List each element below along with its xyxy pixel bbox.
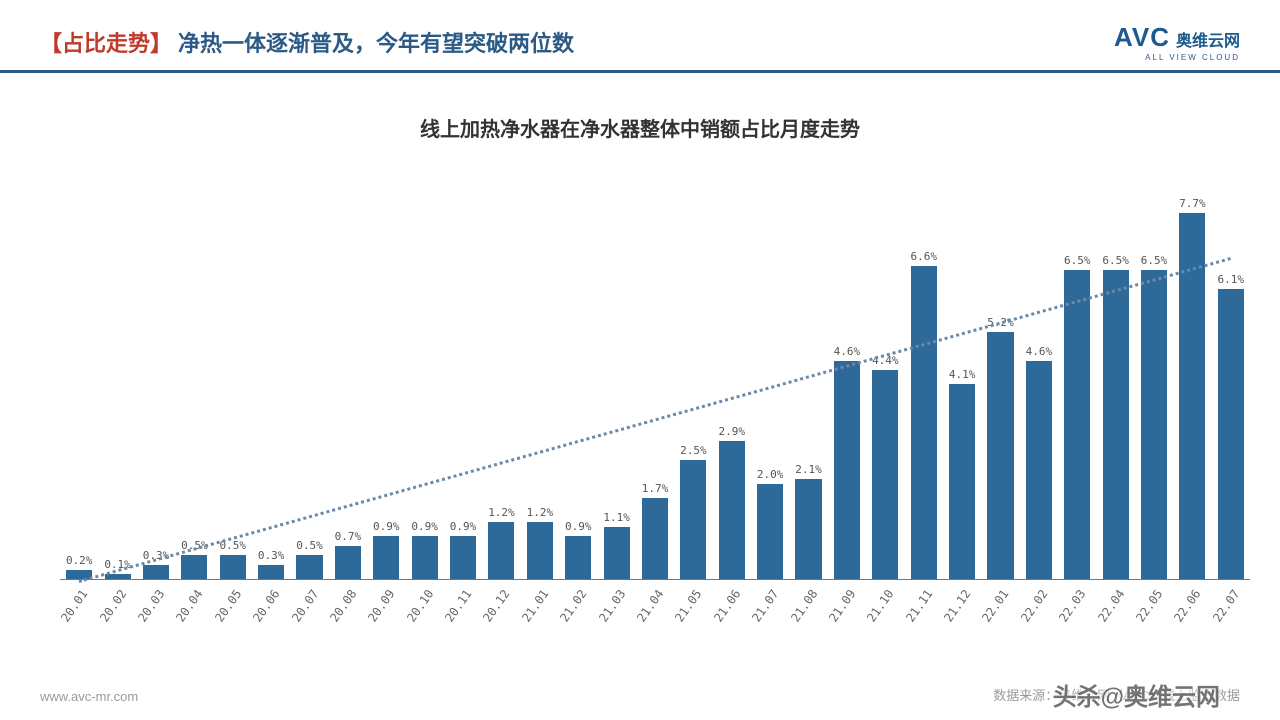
x-axis-label: 21.10 [865,587,897,625]
bar: 2.0% [757,484,783,579]
bar: 2.9% [719,441,745,579]
x-axis-label: 21.12 [941,587,973,625]
chart-title: 线上加热净水器在净水器整体中销额占比月度走势 [0,113,1280,142]
x-axis-label: 22.02 [1018,587,1050,625]
x-axis-label: 21.04 [634,587,666,625]
x-axis-label: 20.12 [481,587,513,625]
x-axis-label: 22.01 [980,587,1012,625]
bar: 6.5% [1103,270,1129,579]
x-axis-label: 20.06 [250,587,282,625]
bar-label: 0.9% [373,520,400,533]
x-axis-label: 20.09 [366,587,398,625]
chart-area: 0.2% 20.01 0.1% 20.02 0.3% 20.03 0.5% 20.04 0.5%… [60,200,1250,630]
bar-label: 2.5% [680,444,707,457]
bar: 6.1% [1218,289,1244,579]
footer-url: www.avc-mr.com [40,689,138,704]
bar: 4.6% [1026,361,1052,580]
logo-avc: AVC [1114,22,1170,53]
x-axis-label: 22.03 [1057,587,1089,625]
x-axis-label: 22.06 [1172,587,1204,625]
bar-label: 4.6% [1026,345,1053,358]
bar-label: 2.1% [795,463,822,476]
x-axis-label: 21.09 [826,587,858,625]
x-axis-label: 20.03 [135,587,167,625]
bar: 6.5% [1141,270,1167,579]
bar-label: 6.5% [1141,254,1168,267]
x-axis-label: 20.07 [289,587,321,625]
x-axis-label: 21.03 [596,587,628,625]
bar: 1.1% [604,527,630,579]
bar: 0.9% [565,536,591,579]
logo-sub: ALL VIEW CLOUD [1114,53,1240,62]
bar: 0.1% [105,574,131,579]
x-axis-label: 21.02 [557,587,589,625]
x-axis-label: 20.08 [327,587,359,625]
bar: 0.3% [258,565,284,579]
bar: 4.6% [834,361,860,580]
bar-label: 0.5% [296,539,323,552]
bar: 0.3% [143,565,169,579]
bar: 6.6% [911,266,937,580]
x-axis-label: 22.05 [1133,587,1165,625]
bar: 5.2% [987,332,1013,579]
x-axis-label: 22.07 [1210,587,1242,625]
x-axis-label: 20.05 [212,587,244,625]
bar-label: 4.1% [949,368,976,381]
bar: 0.5% [220,555,246,579]
bar-label: 1.2% [527,506,554,519]
bar: 0.5% [296,555,322,579]
bar: 1.2% [488,522,514,579]
bar: 0.9% [450,536,476,579]
bar: 0.9% [412,536,438,579]
x-axis-label: 20.11 [442,587,474,625]
chart-plot: 0.2%20.010.1%20.020.3%20.030.5%20.040.5%… [60,200,1250,580]
x-axis-label: 20.10 [404,587,436,625]
bar-label: 1.2% [488,506,515,519]
x-axis-label: 21.08 [788,587,820,625]
bar-label: 6.5% [1064,254,1091,267]
x-axis-label: 22.04 [1095,587,1127,625]
header: 【占比走势】 净热一体逐渐普及，今年有望突破两位数 AVC 奥维云网 ALL V… [0,0,1280,73]
logo: AVC 奥维云网 ALL VIEW CLOUD [1114,22,1240,62]
watermark: 头杀@奥维云网 [1053,677,1220,712]
bar-label: 0.9% [565,520,592,533]
bar-label: 2.0% [757,468,784,481]
bar-label: 0.7% [335,530,362,543]
header-tag: 【占比走势】 [40,26,172,58]
bar-label: 0.2% [66,554,93,567]
bar-label: 1.1% [603,511,630,524]
x-axis-label: 21.05 [673,587,705,625]
x-axis-label: 21.11 [903,587,935,625]
header-title: 净热一体逐渐普及，今年有望突破两位数 [178,26,574,58]
bar: 4.1% [949,384,975,579]
x-axis-label: 20.01 [58,587,90,625]
x-axis-label: 21.06 [711,587,743,625]
bar-label: 6.6% [910,250,937,263]
bar: 1.2% [527,522,553,579]
bar: 2.5% [680,460,706,579]
bar: 2.1% [795,479,821,579]
bar: 1.7% [642,498,668,579]
bar: 4.4% [872,370,898,579]
bar: 0.5% [181,555,207,579]
x-axis-label: 20.02 [97,587,129,625]
bar: 6.5% [1064,270,1090,579]
bar-label: 6.1% [1218,273,1245,286]
logo-cn: 奥维云网 [1176,27,1240,51]
bar-label: 0.9% [411,520,438,533]
bar-label: 6.5% [1102,254,1129,267]
bar: 0.7% [335,546,361,579]
bar-label: 2.9% [719,425,746,438]
bar: 0.9% [373,536,399,579]
x-axis-label: 21.07 [749,587,781,625]
bar-label: 1.7% [642,482,669,495]
x-axis-label: 20.04 [174,587,206,625]
bar-label: 0.9% [450,520,477,533]
bar-label: 4.6% [834,345,861,358]
bar-label: 0.3% [258,549,285,562]
x-axis-label: 21.01 [519,587,551,625]
bar-label: 7.7% [1179,197,1206,210]
